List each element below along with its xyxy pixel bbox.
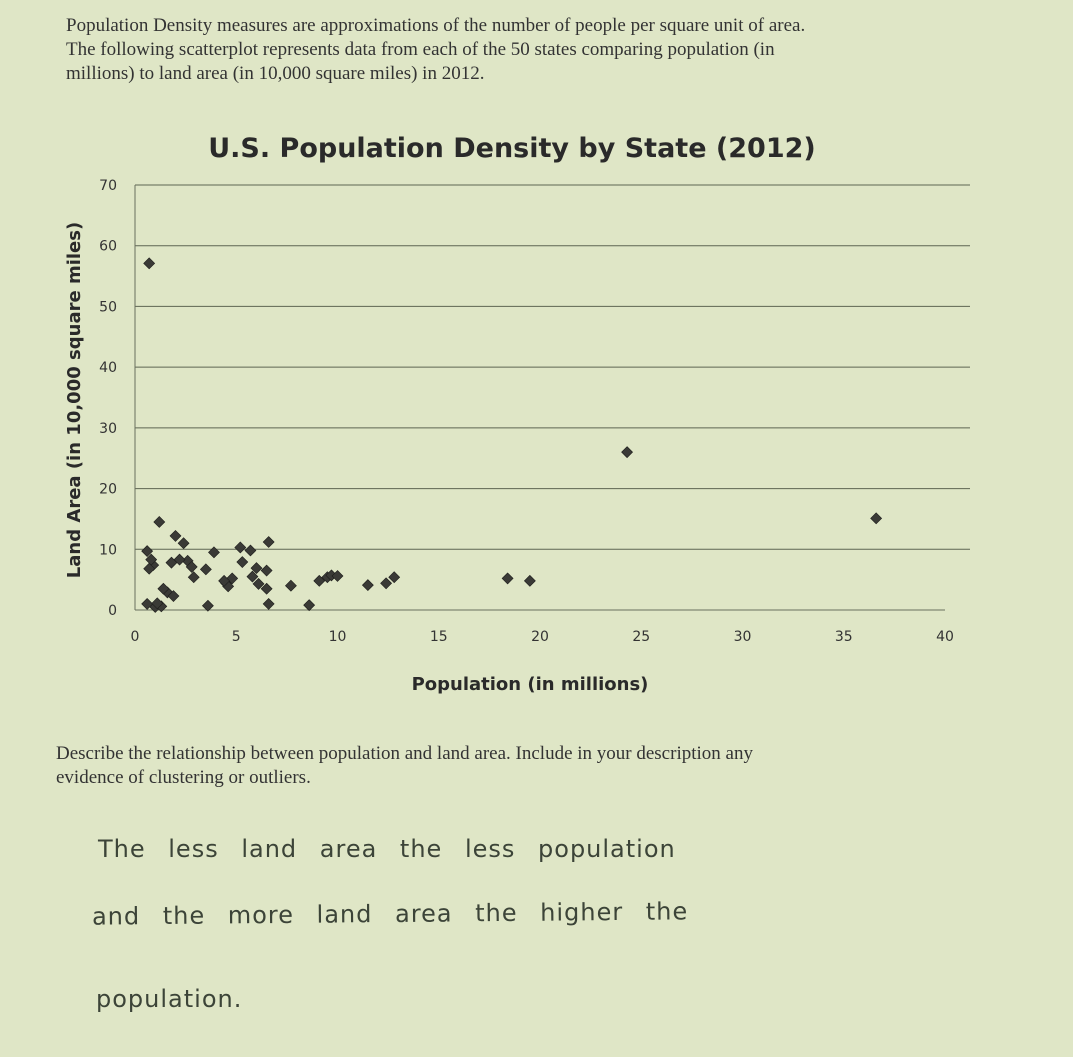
x-axis-label: Population (in millions): [412, 674, 649, 695]
x-tick-label: 10: [329, 629, 347, 645]
data-point: [151, 597, 164, 610]
data-point: [157, 582, 170, 595]
gridlines: [135, 184, 970, 550]
data-point: [303, 599, 316, 612]
question-line-2: evidence of clustering or outliers.: [56, 767, 311, 788]
axes: [134, 185, 945, 611]
data-point: [167, 590, 180, 602]
data-point: [145, 553, 158, 566]
chart-title: U.S. Population Density by State (2012): [208, 133, 816, 164]
x-tick-label: 15: [430, 629, 448, 645]
data-point: [236, 556, 249, 568]
data-point: [621, 446, 633, 459]
y-tick-label: 20: [99, 482, 117, 498]
x-tick-label: 25: [632, 629, 650, 645]
data-point: [285, 579, 297, 592]
data-point: [187, 571, 200, 584]
data-point: [185, 560, 198, 573]
intro-line-1: Population Density measures are approxim…: [66, 15, 806, 36]
data-point: [250, 562, 263, 575]
x-tick-label: 40: [936, 629, 954, 645]
data-point: [143, 257, 156, 270]
answer-line-2: and the more land area the higher the: [91, 897, 689, 931]
y-axis-label: Land Area (in 10,000 square miles): [64, 222, 85, 578]
data-point: [244, 544, 257, 557]
data-point: [260, 564, 273, 577]
data-point: [388, 571, 401, 584]
data-point: [218, 574, 231, 587]
data-point: [262, 536, 275, 548]
data-point: [380, 577, 393, 590]
data-point: [501, 572, 514, 585]
data-point: [262, 598, 275, 610]
question-text: Describe the relationship between popula…: [56, 742, 956, 790]
data-point: [208, 546, 220, 559]
question-line-1: Describe the relationship between popula…: [56, 743, 753, 764]
x-tick-label: 0: [131, 629, 140, 645]
data-point: [201, 599, 214, 612]
y-tick-label: 0: [108, 603, 117, 619]
data-point: [143, 562, 156, 575]
y-tick-label: 10: [99, 542, 117, 558]
data-point: [169, 530, 182, 542]
x-tick-label: 5: [232, 629, 241, 645]
y-tick-label: 30: [99, 421, 117, 437]
answer-line-1: The less land area the less population: [98, 835, 676, 863]
y-tick-label: 70: [99, 178, 117, 194]
y-tick-label: 60: [99, 239, 117, 255]
data-point: [246, 570, 259, 583]
data-point: [177, 537, 190, 550]
data-point: [141, 598, 154, 610]
data-point: [260, 582, 273, 595]
x-tick-label: 20: [531, 629, 549, 645]
intro-line-2: The following scatterplot represents dat…: [66, 39, 775, 60]
data-points: [141, 257, 883, 613]
data-point: [523, 574, 536, 587]
data-point: [153, 516, 166, 528]
data-point: [313, 574, 326, 587]
data-point: [331, 570, 344, 582]
data-point: [870, 512, 883, 525]
data-point: [173, 553, 186, 566]
y-tick-label: 50: [99, 299, 117, 315]
data-point: [141, 545, 154, 558]
data-point: [234, 541, 247, 554]
y-tick-label: 40: [99, 360, 117, 376]
data-point: [199, 563, 212, 576]
data-point: [361, 579, 374, 592]
tick-labels: 0 10 20 30 40 50 60 70 0 5 10 15 20 25 30 35 40: [99, 178, 954, 645]
x-tick-label: 35: [835, 629, 853, 645]
intro-line-3: millions) to land area (in 10,000 square…: [66, 63, 485, 84]
data-point: [226, 572, 239, 585]
x-tick-label: 30: [734, 629, 752, 645]
data-point: [252, 577, 265, 590]
scatter-chart: U.S. Population Density by State (2012) …: [64, 133, 970, 695]
answer-line-3: population.: [96, 985, 243, 1013]
intro-text: Population Density measures are approxim…: [66, 14, 1026, 86]
